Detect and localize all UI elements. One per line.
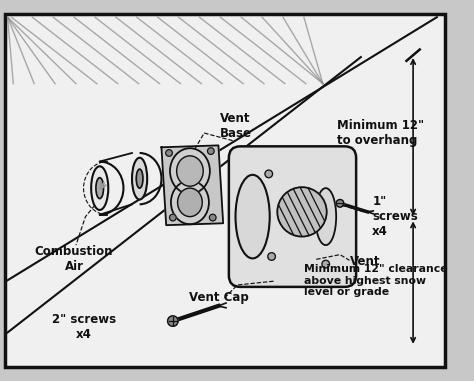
Text: 2" screws
x4: 2" screws x4 [52,314,116,341]
Text: Vent Cap: Vent Cap [189,291,248,304]
Circle shape [170,214,176,221]
Text: 1"
screws
x4: 1" screws x4 [372,195,418,238]
Text: Vent: Vent [349,255,380,267]
Ellipse shape [132,158,147,200]
Ellipse shape [236,175,270,258]
Circle shape [322,260,329,268]
Ellipse shape [178,188,202,217]
Text: Minimum 12" clearance
above highest snow
level or grade: Minimum 12" clearance above highest snow… [304,264,447,297]
Text: Minimum 12"
to overhang: Minimum 12" to overhang [337,119,424,147]
Circle shape [208,148,214,154]
Circle shape [268,253,275,260]
Ellipse shape [170,148,210,194]
Ellipse shape [91,166,108,210]
Text: Combustion
Air: Combustion Air [35,245,113,273]
Ellipse shape [96,178,103,199]
Ellipse shape [177,156,203,186]
Circle shape [210,214,216,221]
FancyBboxPatch shape [229,146,356,287]
Ellipse shape [315,188,336,245]
Ellipse shape [277,187,327,237]
Ellipse shape [137,169,143,188]
Circle shape [166,150,173,156]
Polygon shape [162,146,223,225]
Circle shape [336,200,344,207]
Ellipse shape [171,181,209,224]
Circle shape [168,316,178,326]
Text: Vent
Base: Vent Base [219,112,252,140]
Circle shape [265,170,273,178]
